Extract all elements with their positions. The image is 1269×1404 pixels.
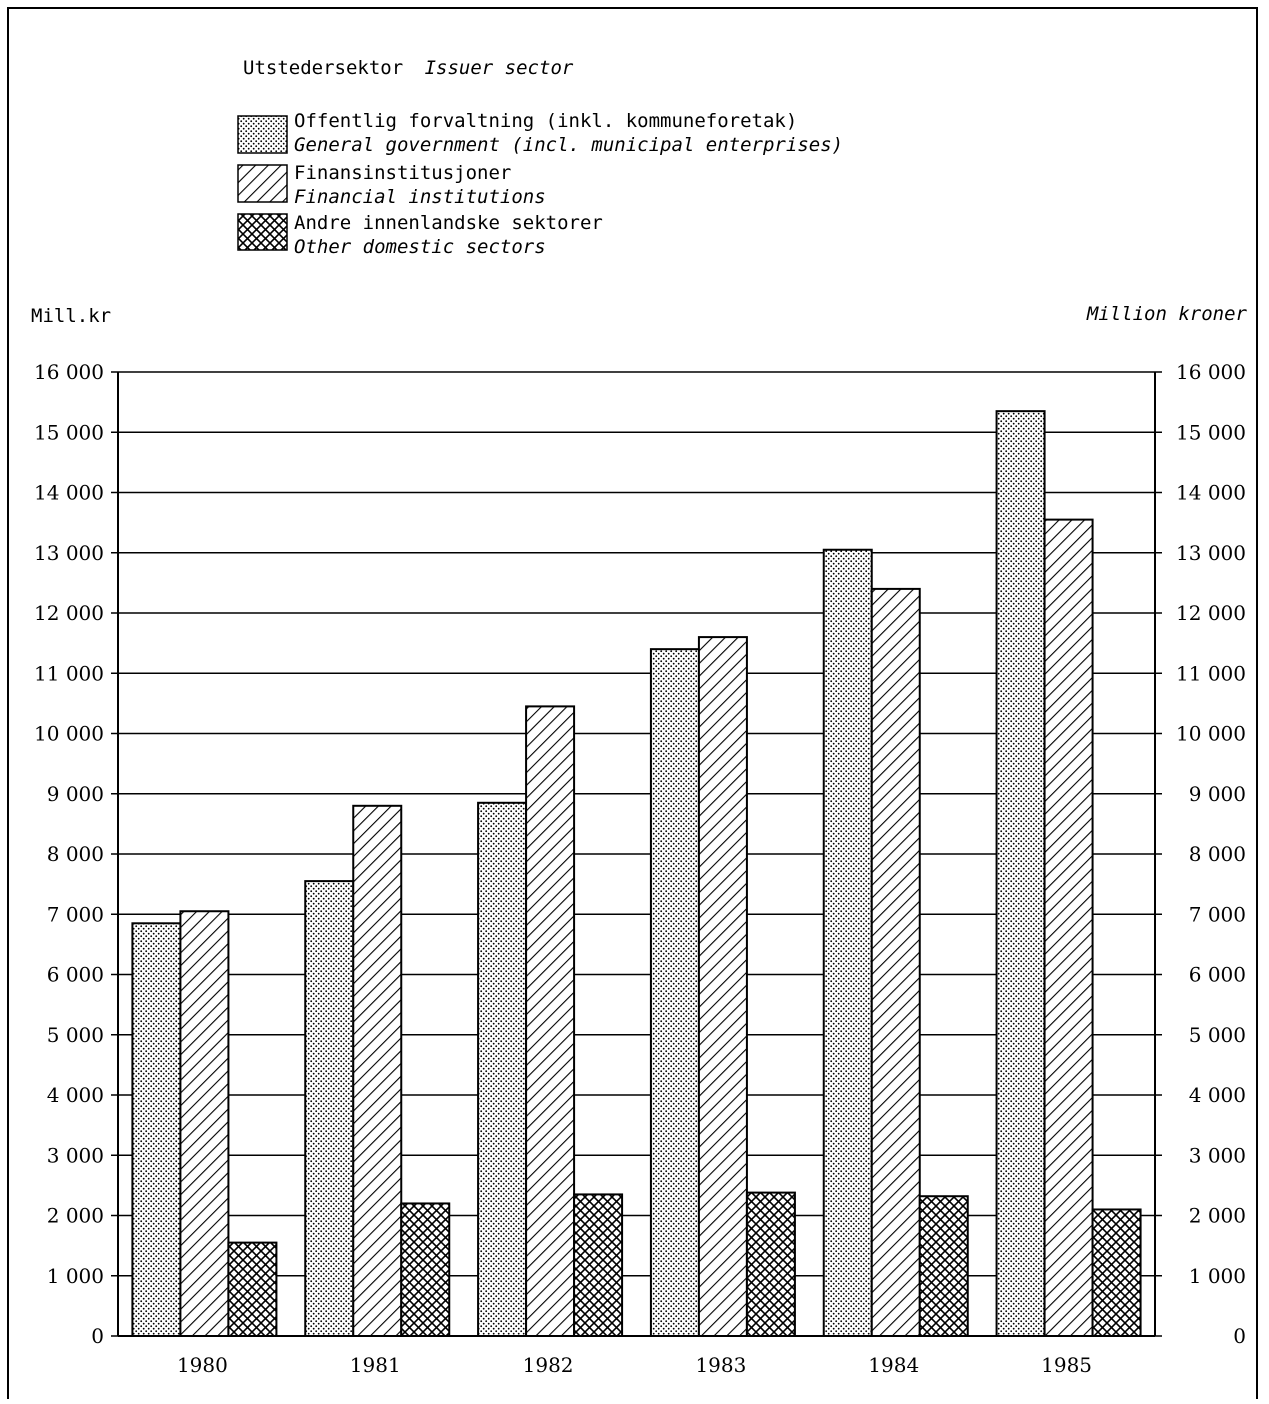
bar-dots-1980 bbox=[131, 922, 182, 1337]
y-tick-label-right: 5 000 bbox=[1189, 1023, 1246, 1047]
legend-label-general-government-en: General government (incl. municipal ente… bbox=[294, 134, 843, 156]
y-tick-label-right: 13 000 bbox=[1176, 541, 1246, 565]
bar-diagonal-1984 bbox=[870, 587, 921, 1337]
y-tick-label-right: 12 000 bbox=[1176, 601, 1246, 625]
y-axis-label-left: Mill.kr bbox=[31, 305, 111, 327]
legend-title: Utstedersektor Issuer sector bbox=[243, 57, 574, 79]
bar-diagonal-1985 bbox=[1043, 518, 1094, 1337]
y-tick-label-right: 7 000 bbox=[1189, 902, 1246, 926]
chart-frame bbox=[7, 7, 1258, 1399]
gridlines bbox=[118, 431, 1155, 1277]
legend-label-financial-institutions-en: Financial institutions bbox=[294, 186, 546, 208]
x-tick-label: 1983 bbox=[695, 1353, 746, 1377]
bar-diagonal-1983 bbox=[697, 636, 748, 1337]
y-tick-label-left: 3 000 bbox=[47, 1143, 104, 1167]
legend-label-general-government: Offentlig forvaltning (inkl. kommunefore… bbox=[294, 110, 797, 132]
y-tick-label-left: 10 000 bbox=[34, 722, 104, 746]
y-tick-label-left: 11 000 bbox=[34, 661, 104, 685]
y-tick-label-left: 12 000 bbox=[34, 601, 104, 625]
legend-label-financial-institutions: Finansinstitusjoner bbox=[294, 162, 511, 184]
y-tick-label-left: 2 000 bbox=[47, 1204, 104, 1228]
x-tick-label: 1981 bbox=[350, 1353, 401, 1377]
legend-swatch-financial-institutions bbox=[237, 164, 288, 203]
y-tick-label-left: 1 000 bbox=[47, 1264, 104, 1288]
x-tick-label: 1985 bbox=[1041, 1353, 1092, 1377]
x-tick-label: 1980 bbox=[177, 1353, 228, 1377]
y-tick-label-right: 10 000 bbox=[1176, 722, 1246, 746]
axes bbox=[117, 371, 1156, 1337]
y-tick-label-left: 8 000 bbox=[47, 842, 104, 866]
legend-swatch-general-government bbox=[237, 115, 288, 154]
legend-swatch-other-domestic bbox=[237, 213, 288, 251]
bar-dots-1981 bbox=[304, 880, 355, 1337]
y-tick-label-left: 0 bbox=[91, 1324, 104, 1348]
x-tick-label: 1982 bbox=[523, 1353, 574, 1377]
legend: Utstedersektor Issuer sector Offentlig f… bbox=[237, 57, 843, 258]
bar-diagonal-1981 bbox=[352, 804, 403, 1337]
y-tick-label-right: 4 000 bbox=[1189, 1083, 1246, 1107]
y-tick-label-right: 14 000 bbox=[1176, 481, 1246, 505]
y-tick-label-right: 15 000 bbox=[1176, 420, 1246, 444]
bar-dots-1982 bbox=[477, 801, 528, 1337]
y-tick-label-right: 0 bbox=[1233, 1324, 1246, 1348]
y-tick-label-left: 9 000 bbox=[47, 782, 104, 806]
y-tick-label-left: 14 000 bbox=[34, 481, 104, 505]
x-tick-label: 1984 bbox=[868, 1353, 919, 1377]
bar-crosshatch-1981 bbox=[400, 1202, 451, 1337]
y-tick-label-right: 8 000 bbox=[1189, 842, 1246, 866]
y-tick-label-right: 9 000 bbox=[1189, 782, 1246, 806]
y-axis-label-right: Million kroner bbox=[1086, 303, 1248, 325]
bar-diagonal-1980 bbox=[179, 910, 230, 1337]
bar-dots-1983 bbox=[649, 648, 700, 1337]
y-tick-label-left: 16 000 bbox=[34, 360, 104, 384]
y-tick-label-right: 16 000 bbox=[1176, 360, 1246, 384]
y-tick-label-left: 4 000 bbox=[47, 1083, 104, 1107]
y-tick-label-right: 11 000 bbox=[1176, 661, 1246, 685]
y-tick-label-right: 1 000 bbox=[1189, 1264, 1246, 1288]
y-tick-label-left: 13 000 bbox=[34, 541, 104, 565]
y-tick-label-right: 6 000 bbox=[1189, 963, 1246, 987]
bar-crosshatch-1983 bbox=[745, 1191, 796, 1337]
bar-crosshatch-1985 bbox=[1091, 1208, 1142, 1337]
bars bbox=[131, 410, 1142, 1338]
legend-label-other-domestic: Andre innenlandske sektorer bbox=[294, 212, 603, 234]
y-tick-label-right: 2 000 bbox=[1189, 1204, 1246, 1228]
y-tick-label-left: 5 000 bbox=[47, 1023, 104, 1047]
bar-crosshatch-1980 bbox=[227, 1241, 278, 1338]
bar-dots-1985 bbox=[995, 410, 1046, 1338]
bar-diagonal-1982 bbox=[525, 705, 576, 1337]
y-tick-label-left: 7 000 bbox=[47, 902, 104, 926]
legend-label-other-domestic-en: Other domestic sectors bbox=[294, 236, 546, 258]
bar-crosshatch-1982 bbox=[573, 1193, 624, 1337]
y-ticks-left: 0 1 000 2 000 3 000 4 000 5 000 6 000 7 000 8 00… bbox=[34, 360, 118, 1348]
y-tick-label-left: 6 000 bbox=[47, 963, 104, 987]
y-tick-label-left: 15 000 bbox=[34, 420, 104, 444]
y-ticks-right: 0 1 000 2 000 3 000 4 000 5 000 6 000 7 000 8 00… bbox=[1155, 360, 1246, 1348]
x-ticks: 1980 1981 1982 1983 1984 1985 bbox=[177, 1353, 1092, 1377]
bar-dots-1984 bbox=[822, 548, 873, 1337]
y-tick-label-right: 3 000 bbox=[1189, 1143, 1246, 1167]
bar-crosshatch-1984 bbox=[918, 1195, 969, 1337]
